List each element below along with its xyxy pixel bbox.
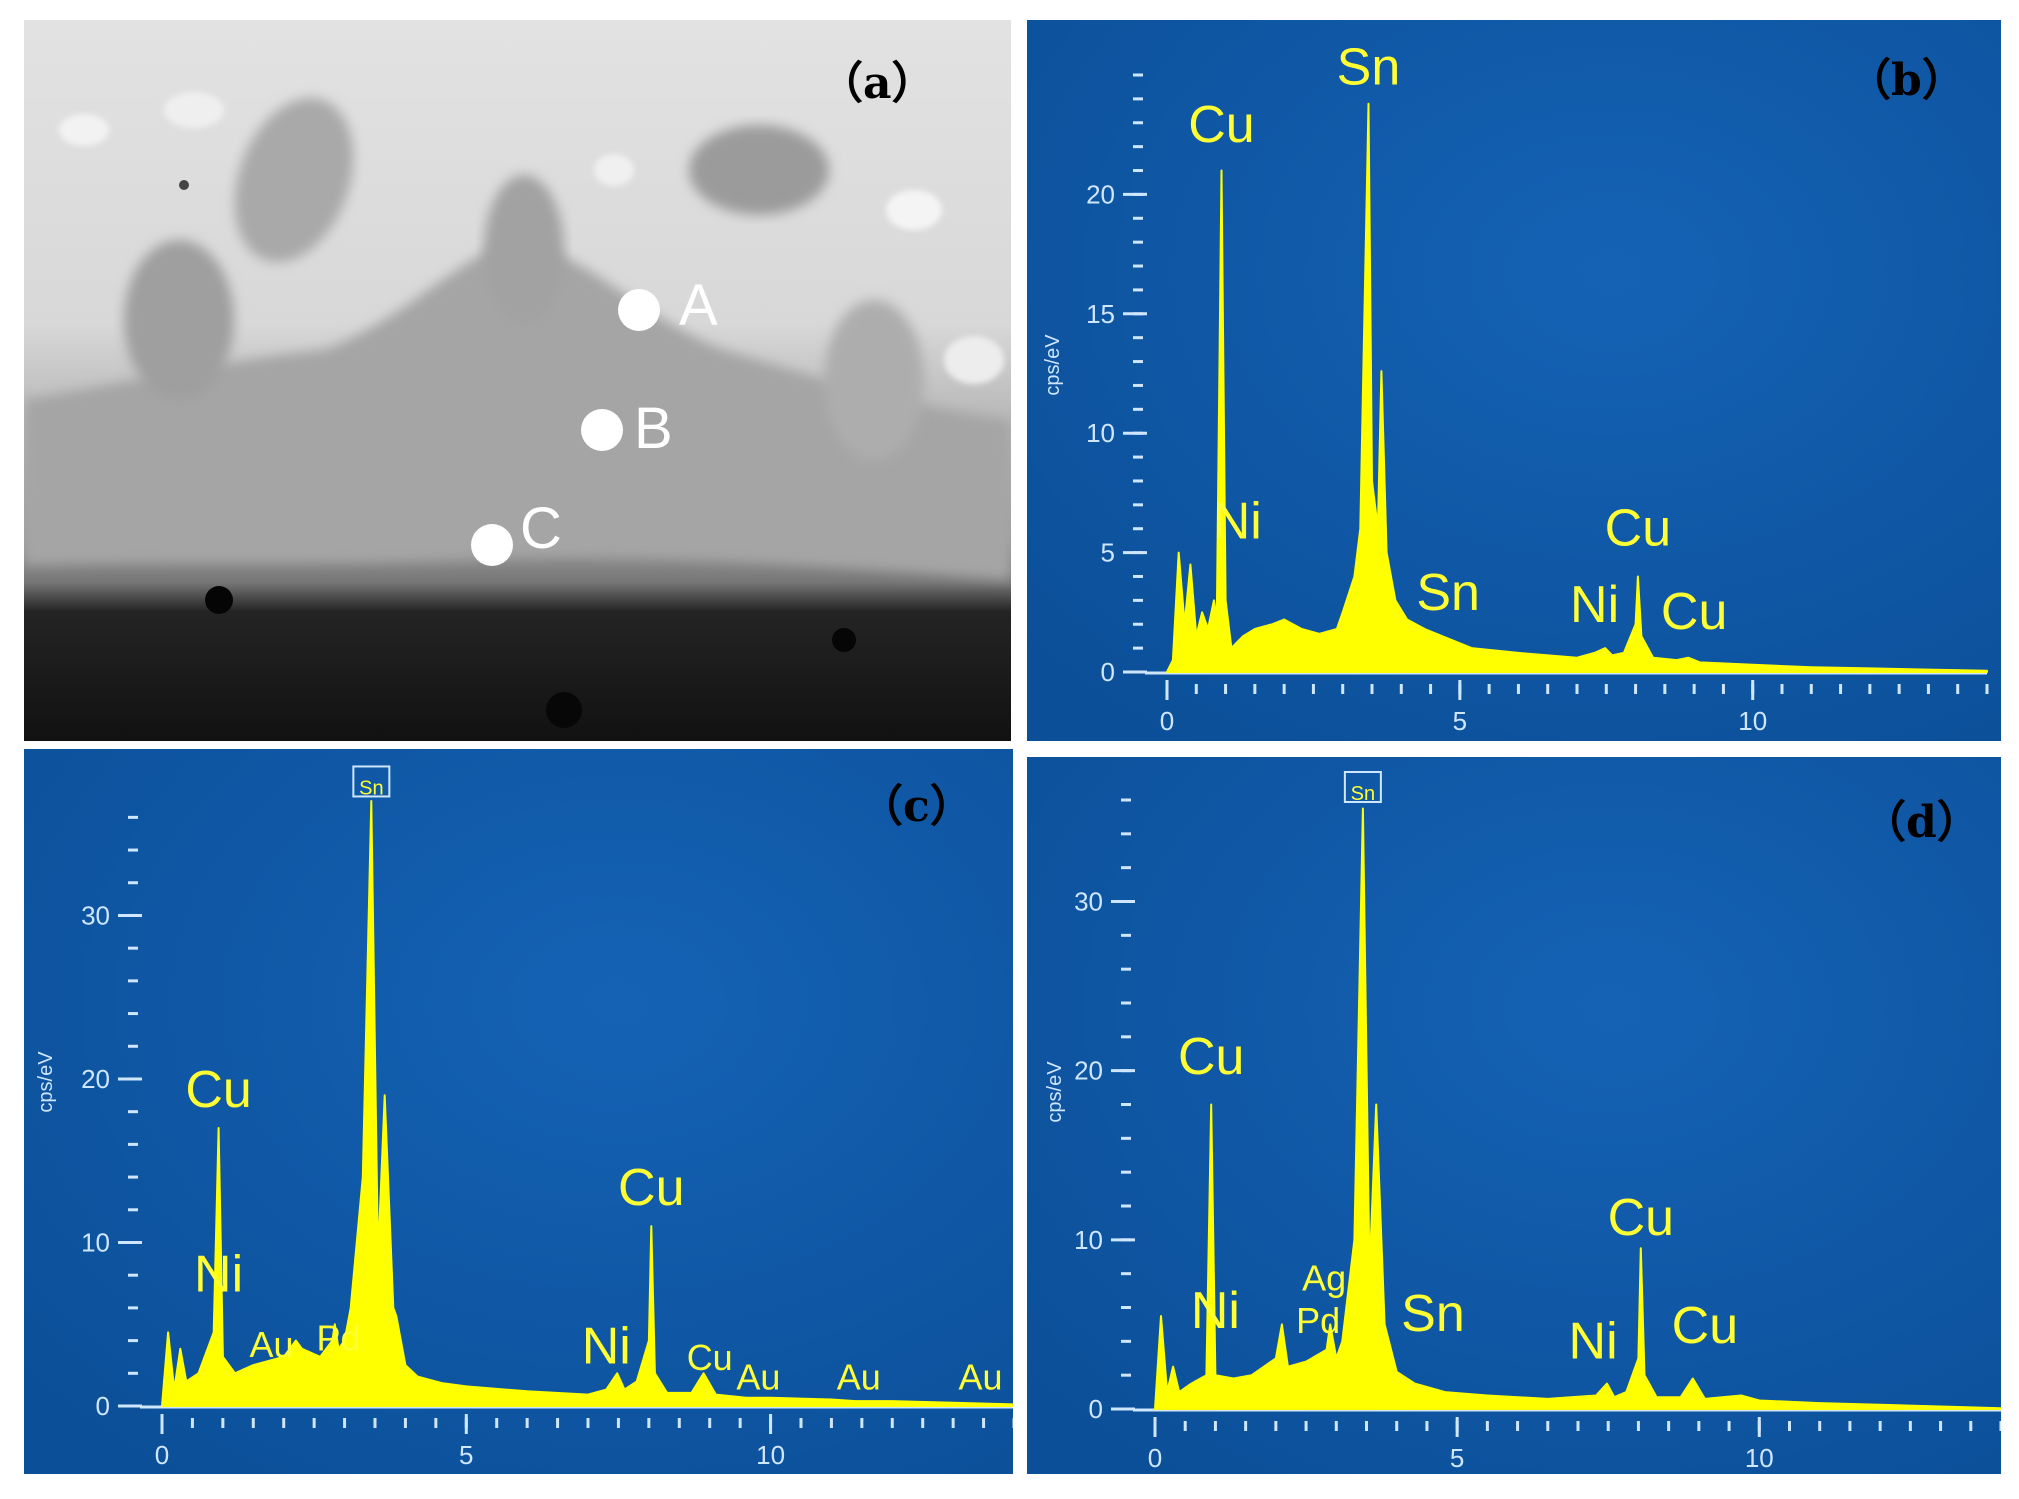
panel-label-a: （a） (819, 58, 936, 109)
y-tick-label: 20 (1086, 179, 1115, 209)
peak-label: Au (959, 1357, 1003, 1398)
sem-micrograph: A B C （a） (24, 20, 1011, 741)
x-tick-label: 10 (1738, 706, 1767, 736)
peak-label: Pd (1296, 1300, 1340, 1341)
y-tick-label: 5 (1101, 538, 1115, 568)
x-tick-label: 0 (1160, 706, 1174, 736)
peak-label: Cu (1188, 96, 1254, 154)
point-b-marker (581, 409, 623, 451)
y-tick-label: 0 (1089, 1394, 1103, 1424)
peak-label: Ni (1570, 576, 1619, 634)
peak-label: Ni (1191, 1282, 1240, 1340)
peak-label: Cu (1672, 1297, 1738, 1355)
y-axis-label: cps/eV (35, 1051, 57, 1113)
y-tick-label: 10 (81, 1227, 110, 1257)
sn-label-box (352, 765, 391, 798)
point-c-marker (471, 524, 513, 566)
eds-spectrum-b: 0 5 10 15 20 0 5 10 cps/eV Cu Sn Ni Sn Cu Ni Cu （b） (1027, 20, 2001, 741)
peak-label: Cu (1605, 499, 1671, 557)
peak-label: Cu (687, 1337, 733, 1378)
x-tick-label: 0 (155, 1440, 169, 1470)
eds-spectrum-d: 0 10 20 30 0 5 10 cps/eV Sn Cu Ni Ag Pd Sn Cu Ni Cu （d） (1027, 757, 2001, 1474)
peak-label: Ni (194, 1246, 243, 1304)
peak-label: Sn (1351, 783, 1375, 805)
point-a-marker (618, 289, 660, 331)
y-tick-label: 15 (1086, 299, 1115, 329)
peak-label: Cu (185, 1061, 251, 1119)
y-tick-label: 20 (1074, 1056, 1103, 1086)
spectrum-series (1154, 807, 2001, 1410)
x-tick-label: 10 (756, 1440, 785, 1470)
point-c-label: C (520, 496, 562, 561)
peak-label: Ag (1302, 1258, 1346, 1299)
y-tick-label: 10 (1074, 1225, 1103, 1255)
peak-label: Sn (1337, 39, 1401, 97)
peak-label: Sn (1401, 1285, 1465, 1343)
peak-label: Cu (618, 1159, 684, 1217)
plot-background (24, 749, 1013, 1474)
peak-label: Au (736, 1357, 780, 1398)
panel-label: （b） (1847, 55, 1966, 106)
peak-label: Ni (1569, 1312, 1618, 1370)
eds-spectrum-c: 0 10 20 30 0 5 10 cps/eV Sn Cu Ni Au Pd Cu Ni Cu Au Au Au （… (24, 749, 1013, 1474)
x-tick-label: 5 (1453, 706, 1467, 736)
peak-label: Au (837, 1357, 881, 1398)
y-tick-label: 30 (81, 900, 110, 930)
sn-label-box (1343, 771, 1382, 803)
x-tick-label: 5 (1450, 1443, 1464, 1473)
eds-spectrum-b-svg: 0 5 10 15 20 0 5 10 cps/eV Cu Sn Ni Sn Cu Ni Cu （b） (1027, 20, 2001, 741)
peak-label: Ni (582, 1317, 631, 1375)
point-a-label: A (679, 273, 718, 338)
y-tick-label: 0 (96, 1391, 110, 1421)
peak-label: Sn (1416, 564, 1480, 622)
panel-label: （d） (1862, 797, 1981, 848)
peak-label: Pd (316, 1317, 360, 1358)
peak-label: Au (250, 1324, 294, 1365)
peak-label: Cu (1661, 583, 1727, 641)
y-tick-label: 30 (1074, 887, 1103, 917)
y-axis-label: cps/eV (1042, 334, 1064, 396)
plot-background (1027, 757, 2001, 1474)
y-tick-label: 10 (1086, 418, 1115, 448)
panel-label: （c） (859, 781, 974, 832)
peak-label: Cu (1178, 1028, 1244, 1086)
peak-label: Cu (1608, 1189, 1674, 1247)
x-tick-label: 10 (1745, 1443, 1774, 1473)
peak-label: Ni (1213, 492, 1262, 550)
spectrum-series (1166, 102, 1988, 673)
y-axis-label: cps/eV (1044, 1061, 1066, 1123)
spectrum-series (161, 800, 1013, 1407)
x-tick-label: 5 (459, 1440, 473, 1470)
plot-background (1027, 20, 2001, 741)
y-tick-label: 0 (1101, 657, 1115, 687)
point-b-label: B (634, 396, 673, 461)
peak-label: Sn (359, 777, 383, 799)
sem-micrograph-image: A B C （a） (24, 20, 1011, 741)
x-tick-label: 0 (1148, 1443, 1162, 1473)
y-tick-label: 20 (81, 1064, 110, 1094)
